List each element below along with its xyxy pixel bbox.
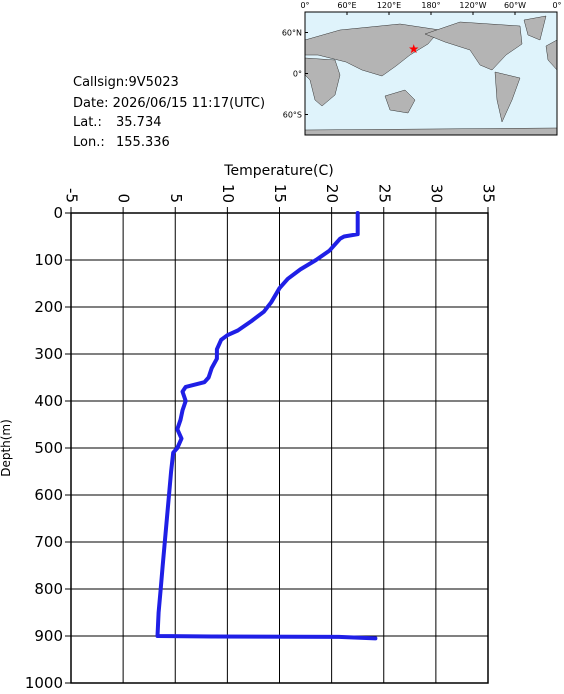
map-y-tick-label: 60°S xyxy=(283,111,302,120)
x-tick-label: 5 xyxy=(167,193,185,203)
x-tick-label: -5 xyxy=(63,188,81,203)
y-tick-label: 200 xyxy=(34,298,63,316)
profile-line xyxy=(155,211,378,641)
x-tick-label: 25 xyxy=(375,184,393,203)
y-tick-label: 900 xyxy=(34,627,63,645)
y-tick-label: 1000 xyxy=(25,674,63,690)
y-tick-label: 0 xyxy=(53,204,63,222)
map-y-tick-label: 0° xyxy=(293,70,302,79)
x-tick-label: 20 xyxy=(323,184,341,203)
x-tick-label: 15 xyxy=(271,184,289,203)
world-map xyxy=(304,11,558,136)
map-x-tick-label: 0° xyxy=(300,1,309,10)
map-x-tick-label: 180° xyxy=(421,1,440,10)
y-axis-label: Depth(m) xyxy=(0,419,13,477)
map-y-tick-label: 60°N xyxy=(282,29,302,38)
lon-value: 155.336 xyxy=(116,135,170,150)
station-marker xyxy=(409,44,419,54)
x-tick-label: 35 xyxy=(480,184,498,203)
x-tick-label: 10 xyxy=(219,184,237,203)
map-x-tick-label: 60°E xyxy=(337,1,356,10)
y-tick-label: 700 xyxy=(34,533,63,551)
x-tick-label: 0 xyxy=(115,193,133,203)
lat-label: Lat.: xyxy=(73,115,102,130)
map-x-tick-label: 120°W xyxy=(459,1,486,10)
map-x-tick-label: 0° xyxy=(552,1,561,10)
x-axis-label: Temperature(C) xyxy=(223,163,333,179)
y-tick-label: 300 xyxy=(34,345,63,363)
land xyxy=(304,15,558,136)
date: Date: 2026/06/15 11:17(UTC) xyxy=(73,96,265,111)
y-tick-label: 600 xyxy=(34,486,63,504)
map-x-tick-label: 120°E xyxy=(377,1,401,10)
y-tick-label: 800 xyxy=(34,580,63,598)
lon-label: Lon.: xyxy=(73,135,105,150)
x-tick-label: 30 xyxy=(427,184,445,203)
map-x-tick-label: 60°W xyxy=(504,1,526,10)
y-tick-label: 500 xyxy=(34,439,63,457)
y-tick-label: 100 xyxy=(34,251,63,269)
lat-value: 35.734 xyxy=(116,115,162,130)
callsign: Callsign:9V5023 xyxy=(73,75,179,90)
y-tick-label: 400 xyxy=(34,392,63,410)
